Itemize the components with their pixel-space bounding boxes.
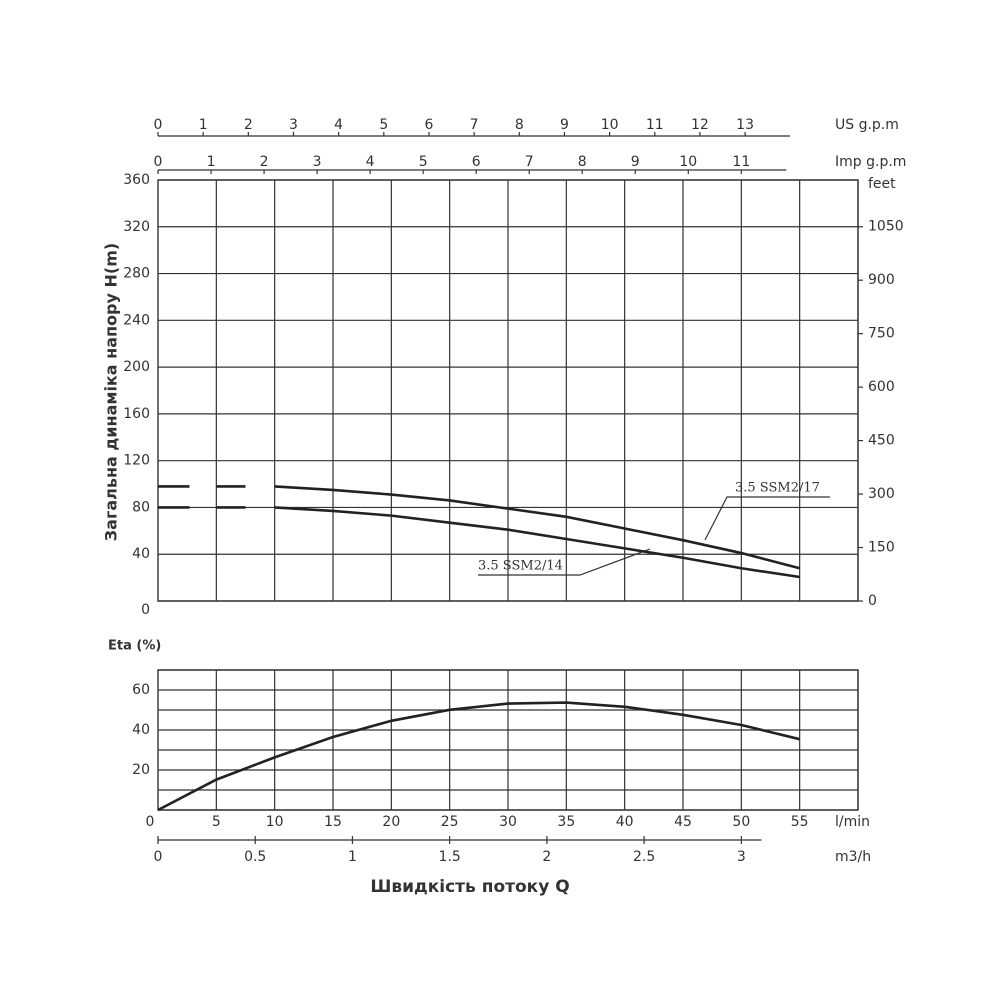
- x-tick-label: 35: [557, 814, 575, 830]
- x-tick-label: 20: [382, 814, 400, 830]
- top-tick-label: 2: [244, 117, 253, 133]
- top-tick-label: 9: [631, 154, 640, 170]
- y2-tick-label: 900: [868, 272, 895, 288]
- top-tick-label: 4: [334, 117, 343, 133]
- top-tick-label: 2: [260, 154, 269, 170]
- x2-tick-label: 2: [542, 849, 551, 865]
- x2-tick-label: 2.5: [633, 849, 655, 865]
- y2-tick-label: 150: [868, 540, 895, 556]
- top-tick-label: 8: [578, 154, 587, 170]
- top-tick-label: 3: [289, 117, 298, 133]
- y2-tick-label: 300: [868, 486, 895, 502]
- top-tick-label: 6: [472, 154, 481, 170]
- y-tick-label: 360: [123, 172, 150, 188]
- x2-tick-label: 0.5: [244, 849, 266, 865]
- top-tick-label: 12: [691, 117, 709, 133]
- top-tick-label: 3: [313, 154, 322, 170]
- y-tick-label: 20: [132, 762, 150, 778]
- x-tick-label: 45: [674, 814, 692, 830]
- leader-line: [478, 548, 651, 576]
- x2-tick-label: 0: [154, 849, 163, 865]
- y-tick-label: 240: [123, 312, 150, 328]
- top-tick-label: 0: [154, 154, 163, 170]
- curve: [157, 701, 800, 812]
- y2-tick-label: 1050: [868, 219, 904, 235]
- x-tick-label: 10: [266, 814, 284, 830]
- x-tick-label: 5: [212, 814, 221, 830]
- top-axis-title: US g.p.m: [835, 117, 899, 133]
- y-tick-label: 0: [141, 602, 150, 618]
- y-tick-label: 60: [132, 682, 150, 698]
- y-tick-label: 40: [132, 722, 150, 738]
- x2-tick-label: 1: [348, 849, 357, 865]
- top-tick-label: 10: [679, 154, 697, 170]
- y2-tick-label: 450: [868, 433, 895, 449]
- series-label: 3.5 SSM2/14: [478, 559, 563, 574]
- y2-axis-title: feet: [868, 176, 896, 192]
- x-tick-label: 25: [441, 814, 459, 830]
- x-tick-label: 55: [791, 814, 809, 830]
- y2-tick-label: 0: [868, 593, 877, 609]
- x-tick-label: 30: [499, 814, 517, 830]
- curve: [158, 485, 800, 570]
- top-tick-label: 11: [732, 154, 750, 170]
- y-tick-label: 320: [123, 219, 150, 235]
- top-tick-label: 11: [646, 117, 664, 133]
- series-label: 3.5 SSM2/17: [735, 481, 820, 496]
- top-tick-label: 5: [419, 154, 428, 170]
- top-tick-label: 0: [154, 117, 163, 133]
- y-tick-label: 200: [123, 359, 150, 375]
- x-tick-label: 40: [616, 814, 634, 830]
- top-tick-label: 9: [560, 117, 569, 133]
- y-tick-label: 120: [123, 453, 150, 469]
- top-tick-label: 13: [736, 117, 754, 133]
- y-axis-title: Загальна динаміка напору H(m): [102, 243, 121, 541]
- y-tick-label: 40: [132, 546, 150, 562]
- top-tick-label: 1: [207, 154, 216, 170]
- x-tick-label: 50: [732, 814, 750, 830]
- y-tick-label: 160: [123, 406, 150, 422]
- top-axis-title: Imp g.p.m: [835, 154, 906, 170]
- top-tick-label: 7: [470, 117, 479, 133]
- top-tick-label: 8: [515, 117, 524, 133]
- top-tick-label: 1: [199, 117, 208, 133]
- top-tick-label: 6: [425, 117, 434, 133]
- top-tick-label: 4: [366, 154, 375, 170]
- y2-tick-label: 750: [868, 326, 895, 342]
- x2-tick-label: 3: [737, 849, 746, 865]
- curve: [158, 506, 800, 579]
- x-tick-label: 0: [146, 814, 155, 830]
- y-tick-label: 80: [132, 499, 150, 515]
- y-tick-label: 280: [123, 266, 150, 282]
- eta-axis-title: Eta (%): [108, 639, 161, 654]
- x2-tick-label: 1.5: [439, 849, 461, 865]
- leader-line: [704, 496, 830, 541]
- top-tick-label: 5: [379, 117, 388, 133]
- x-axis-title: Швидкість потоку Q: [370, 877, 569, 897]
- x-unit: l/min: [835, 814, 870, 830]
- x-tick-label: 15: [324, 814, 342, 830]
- top-tick-label: 10: [601, 117, 619, 133]
- y2-tick-label: 600: [868, 379, 895, 395]
- x2-axis-title: m3/h: [835, 849, 871, 865]
- top-tick-label: 7: [525, 154, 534, 170]
